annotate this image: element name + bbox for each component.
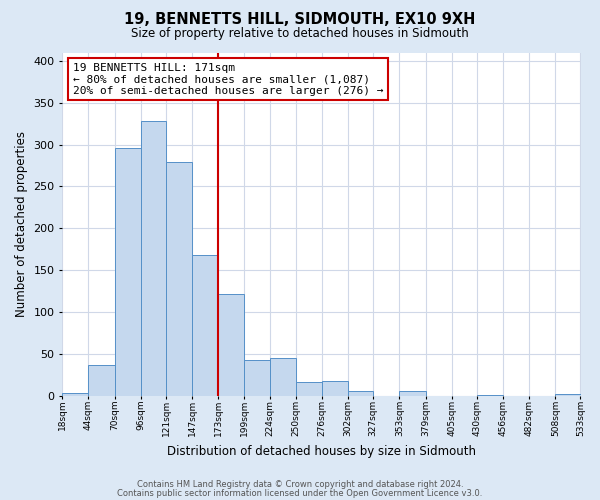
- Bar: [166, 162, 192, 396]
- Bar: [556, 394, 581, 396]
- Text: Contains public sector information licensed under the Open Government Licence v3: Contains public sector information licen…: [118, 488, 482, 498]
- Text: 19, BENNETTS HILL, SIDMOUTH, EX10 9XH: 19, BENNETTS HILL, SIDMOUTH, EX10 9XH: [124, 12, 476, 28]
- Bar: [62, 393, 88, 396]
- Bar: [322, 382, 348, 396]
- Bar: [400, 390, 425, 396]
- Bar: [88, 366, 115, 396]
- Bar: [218, 294, 244, 396]
- Text: Size of property relative to detached houses in Sidmouth: Size of property relative to detached ho…: [131, 28, 469, 40]
- Bar: [269, 358, 296, 396]
- Bar: [141, 121, 166, 396]
- Bar: [477, 395, 503, 396]
- Y-axis label: Number of detached properties: Number of detached properties: [15, 131, 28, 317]
- Text: Contains HM Land Registry data © Crown copyright and database right 2024.: Contains HM Land Registry data © Crown c…: [137, 480, 463, 489]
- Bar: [348, 392, 373, 396]
- Bar: [296, 382, 322, 396]
- X-axis label: Distribution of detached houses by size in Sidmouth: Distribution of detached houses by size …: [167, 444, 476, 458]
- Bar: [192, 255, 218, 396]
- Bar: [244, 360, 269, 396]
- Bar: [115, 148, 141, 396]
- Text: 19 BENNETTS HILL: 171sqm
← 80% of detached houses are smaller (1,087)
20% of sem: 19 BENNETTS HILL: 171sqm ← 80% of detach…: [73, 63, 383, 96]
